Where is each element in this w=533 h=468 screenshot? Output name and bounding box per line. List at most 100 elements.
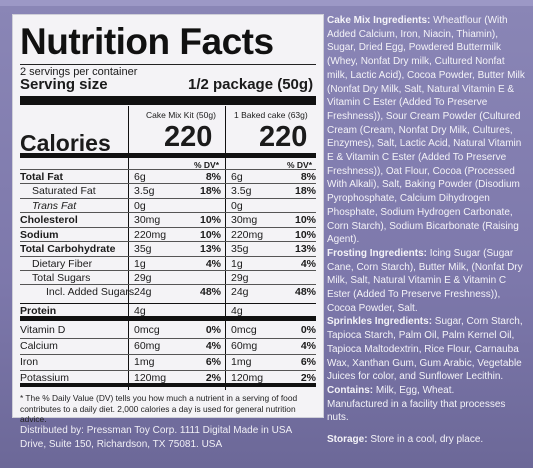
row-divider: [20, 256, 316, 257]
cake-mix-dv-vitamin-d: 0%: [205, 324, 221, 336]
facility-notice: Manufactured in a facility that processe…: [327, 398, 506, 424]
distributor-line-2: Drive, Suite 150, Richardson, TX 75081. …: [20, 439, 223, 450]
cake-mix-dv-saturated-fat: 18%: [199, 185, 221, 197]
sprinkles-ingredients-label: Sprinkles Ingredients:: [327, 316, 433, 328]
serving-size-value: 1/2 package (50g): [188, 76, 314, 93]
row-divider: [20, 241, 316, 242]
row-divider: [20, 227, 316, 228]
row-divider: [20, 270, 316, 271]
sprinkles-ingredients: Sprinkles Ingredients: Sugar, Corn Starc…: [327, 315, 527, 384]
nutrient-label-dietary-fiber: Dietary Fiber: [32, 258, 93, 270]
cake-mix-amount-potassium: 120mg: [134, 372, 167, 384]
baked-cake-amount-total-sugars: 29g: [231, 272, 249, 284]
row-divider: [20, 284, 316, 285]
baked-cake-dv-incl-added-sugars: 48%: [294, 286, 316, 298]
nutrient-label-incl-added-sugars: Incl. Added Sugars: [46, 286, 135, 298]
cake-mix-dv-cholesterol: 10%: [199, 214, 221, 226]
servings-per-container: 2 servings per container: [20, 66, 138, 78]
nutrient-label-total-sugars: Total Sugars: [32, 272, 91, 284]
row-divider: [20, 212, 316, 213]
serving-size-label: Serving size: [20, 76, 108, 93]
baked-cake-amount-iron: 1mg: [231, 356, 252, 368]
baked-cake-amount-potassium: 120mg: [231, 372, 264, 384]
row-divider: [20, 354, 316, 355]
storage-instructions: Storage: Store in a cool, dry place.: [327, 433, 527, 447]
column-header-baked-cake: 1 Baked cake (63g): [234, 110, 308, 120]
cake-mix-amount-sodium: 220mg: [134, 229, 167, 241]
cake-mix-ingredients-label: Cake Mix Ingredients:: [327, 15, 431, 26]
baked-cake-amount-saturated-fat: 3.5g: [231, 185, 252, 197]
nutrition-facts-title: Nutrition Facts: [20, 21, 274, 62]
calories-value-cake-mix: 220: [164, 121, 213, 153]
cake-mix-dv-sodium: 10%: [199, 229, 221, 241]
cake-mix-amount-total-carbohydrate: 35g: [134, 243, 152, 255]
baked-cake-dv-saturated-fat: 18%: [294, 185, 316, 197]
column-separator-1: [128, 106, 129, 390]
nutrient-label-calcium: Calcium: [20, 340, 58, 352]
baked-cake-dv-calcium: 4%: [300, 340, 316, 352]
cake-mix-dv-calcium: 4%: [205, 340, 221, 352]
cake-mix-amount-protein: 4g: [134, 305, 146, 317]
frosting-ingredients-label: Frosting Ingredients:: [327, 247, 427, 259]
storage-label: Storage:: [327, 434, 368, 446]
baked-cake-dv-total-carbohydrate: 13%: [294, 243, 316, 255]
row-divider: [20, 303, 316, 304]
cake-mix-dv-total-carbohydrate: 13%: [199, 243, 221, 255]
baked-cake-amount-total-carbohydrate: 35g: [231, 243, 249, 255]
package-top-edge: [0, 0, 533, 6]
nutrient-label-total-fat: Total Fat: [20, 171, 63, 183]
column-separator-2: [225, 106, 226, 390]
ingredients-panel: Cake Mix Ingredients: Wheatflour (With A…: [327, 14, 527, 447]
cake-mix-amount-total-fat: 6g: [134, 171, 146, 183]
row-divider: [20, 198, 316, 199]
divider: [20, 64, 316, 65]
nutrition-facts-panel: [12, 14, 324, 418]
column-header-cake-mix: Cake Mix Kit (50g): [146, 110, 216, 120]
baked-cake-amount-calcium: 60mg: [231, 340, 258, 352]
frosting-ingredients-text: Icing Sugar (Sugar Cane, Corn Starch), B…: [327, 247, 523, 314]
daily-value-footnote: * The % Daily Value (DV) tells you how m…: [20, 393, 298, 424]
cake-mix-amount-calcium: 60mg: [134, 340, 161, 352]
cake-mix-amount-vitamin-d: 0mcg: [134, 324, 160, 336]
bottom-divider: [20, 383, 316, 387]
baked-cake-amount-incl-added-sugars: 24g: [231, 286, 249, 298]
cake-mix-dv-dietary-fiber: 4%: [205, 258, 221, 270]
baked-cake-dv-cholesterol: 10%: [294, 214, 316, 226]
baked-cake-dv-sodium: 10%: [294, 229, 316, 241]
cake-mix-dv-total-fat: 8%: [205, 171, 221, 183]
row-divider: [20, 169, 316, 170]
contains-text: Milk, Egg, Wheat.: [373, 384, 455, 396]
nutrient-label-potassium: Potassium: [20, 372, 70, 384]
baked-cake-dv-iron: 6%: [300, 356, 316, 368]
baked-cake-amount-sodium: 220mg: [231, 229, 264, 241]
baked-cake-dv-vitamin-d: 0%: [300, 324, 316, 336]
sprinkles-ingredients-text: Sugar, Corn Starch, Tapioca Starch, Palm…: [327, 316, 523, 383]
dv-header-2: % DV*: [287, 160, 313, 170]
calories-label: Calories: [20, 130, 111, 156]
cake-mix-dv-incl-added-sugars: 48%: [199, 286, 221, 298]
nutrient-label-total-carbohydrate: Total Carbohydrate: [20, 243, 116, 255]
cake-mix-amount-saturated-fat: 3.5g: [134, 185, 155, 197]
row-divider: [20, 183, 316, 184]
baked-cake-dv-total-fat: 8%: [300, 171, 316, 183]
cake-mix-dv-iron: 6%: [205, 356, 221, 368]
cake-mix-ingredients-text: Wheatflour (With Added Calcium, Iron, Ni…: [327, 15, 525, 246]
cake-mix-amount-iron: 1mg: [134, 356, 155, 368]
baked-cake-amount-dietary-fiber: 1g: [231, 258, 243, 270]
distributor-line-1: Distributed by: Pressman Toy Corp. 1111 …: [20, 425, 293, 436]
nutrient-label-sodium: Sodium: [20, 229, 59, 241]
calories-value-baked-cake: 220: [259, 121, 308, 153]
nutrient-label-saturated-fat: Saturated Fat: [32, 185, 96, 197]
cake-mix-amount-incl-added-sugars: 24g: [134, 286, 152, 298]
nutrient-label-vitamin-d: Vitamin D: [20, 324, 66, 336]
baked-cake-amount-vitamin-d: 0mcg: [231, 324, 257, 336]
nutrient-label-protein: Protein: [20, 305, 57, 317]
frosting-ingredients: Frosting Ingredients: Icing Sugar (Sugar…: [327, 247, 527, 316]
row-divider: [20, 316, 316, 321]
nutrient-label-trans-fat: Trans Fat: [32, 200, 77, 212]
baked-cake-amount-trans-fat: 0g: [231, 200, 243, 212]
cake-mix-dv-potassium: 2%: [205, 372, 221, 384]
cake-mix-amount-dietary-fiber: 1g: [134, 258, 146, 270]
baked-cake-amount-total-fat: 6g: [231, 171, 243, 183]
cake-mix-amount-total-sugars: 29g: [134, 272, 152, 284]
